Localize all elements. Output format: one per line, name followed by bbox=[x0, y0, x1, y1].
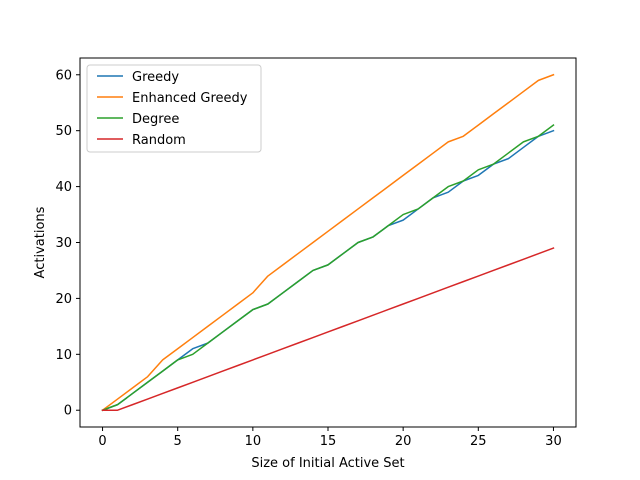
legend-box bbox=[86, 64, 262, 153]
legend: Greedy Enhanced Greedy Degree Random bbox=[86, 64, 262, 153]
y-tick-label: 30 bbox=[55, 236, 72, 251]
y-tick-label: 60 bbox=[55, 68, 72, 83]
series-line-1 bbox=[101, 73, 555, 412]
plot-area-frame bbox=[79, 57, 577, 428]
y-axis-ticks: 0 10 20 30 40 50 60 bbox=[55, 68, 80, 419]
x-tick-label: 25 bbox=[470, 434, 487, 449]
x-tick-label: 0 bbox=[98, 434, 106, 449]
y-tick-label: 10 bbox=[55, 348, 72, 363]
x-tick-label: 5 bbox=[174, 434, 182, 449]
x-axis-ticks: 0 5 10 15 20 25 30 bbox=[98, 427, 562, 449]
y-axis-label: Activations bbox=[33, 206, 48, 278]
y-tick-label: 0 bbox=[64, 404, 72, 419]
x-tick-label: 15 bbox=[320, 434, 337, 449]
x-tick-label: 30 bbox=[545, 434, 562, 449]
x-axis-label: Size of Initial Active Set bbox=[251, 456, 404, 471]
y-tick-label: 50 bbox=[55, 124, 72, 139]
legend-label-3: Random bbox=[132, 133, 186, 148]
y-tick-label: 20 bbox=[55, 292, 72, 307]
y-tick-label: 40 bbox=[55, 180, 72, 195]
legend-label-2: Degree bbox=[132, 112, 179, 127]
series-line-2 bbox=[101, 124, 555, 412]
x-tick-label: 20 bbox=[395, 434, 412, 449]
x-tick-label: 10 bbox=[245, 434, 262, 449]
series-lines bbox=[101, 73, 555, 412]
legend-label-0: Greedy bbox=[132, 70, 179, 85]
legend-label-1: Enhanced Greedy bbox=[132, 91, 248, 106]
series-line-3 bbox=[101, 247, 555, 411]
